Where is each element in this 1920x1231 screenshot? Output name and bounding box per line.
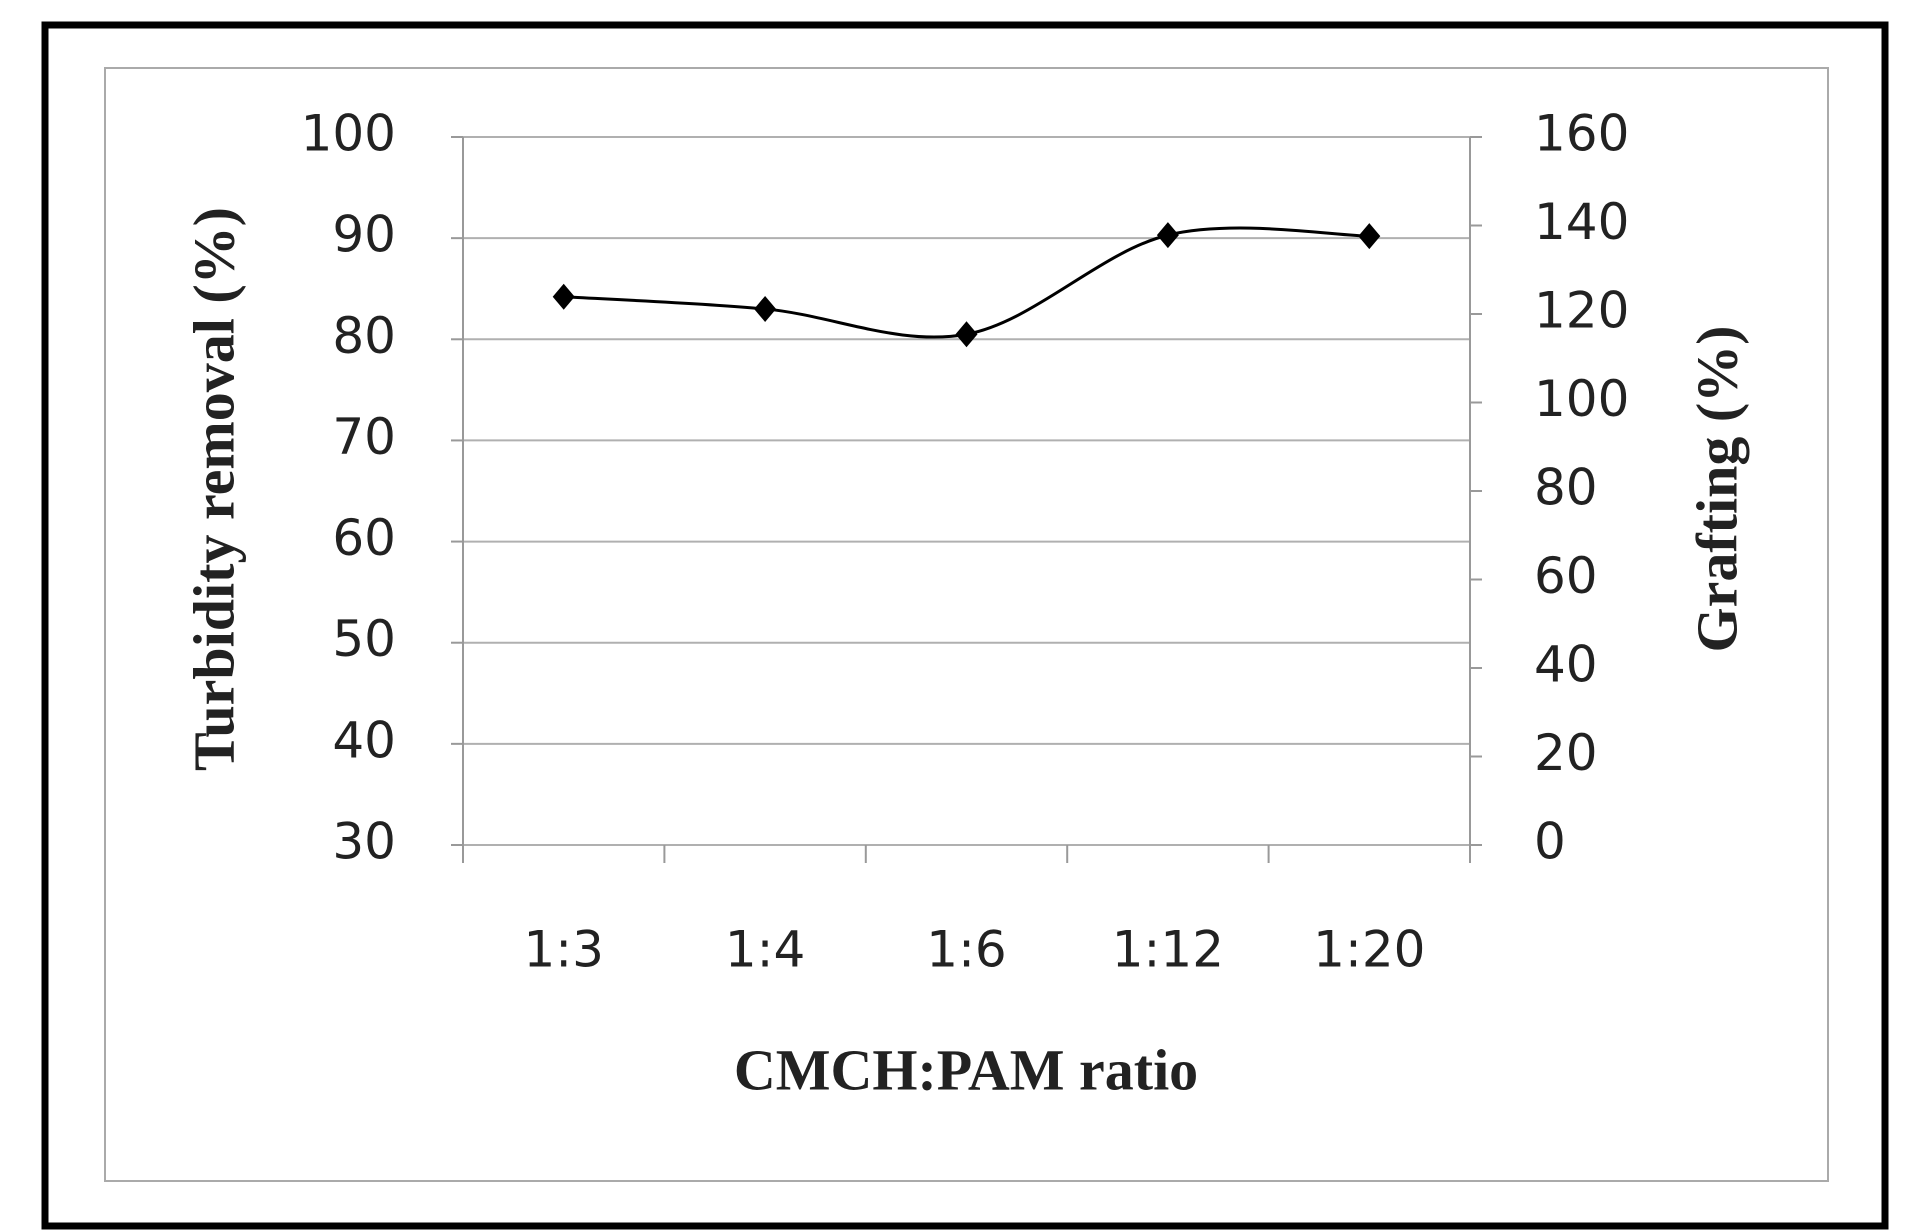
y2-tick-label: 20 — [1534, 724, 1598, 782]
y-tick-label: 30 — [332, 813, 396, 871]
x-tick-label: 1:12 — [1112, 921, 1224, 979]
x-tick-label: 1:20 — [1313, 921, 1425, 979]
y2-tick-label: 0 — [1534, 813, 1566, 871]
x-axis-title: CMCH:PAM ratio — [734, 1037, 1198, 1102]
chart-area-border — [104, 67, 1829, 1182]
y2-tick-label: 140 — [1534, 193, 1629, 251]
marker — [955, 321, 978, 348]
y-tick-label: 80 — [332, 307, 396, 365]
x-tick-label: 1:4 — [725, 921, 805, 979]
y2-tick-label: 160 — [1534, 105, 1629, 163]
y-tick-label: 70 — [332, 408, 396, 466]
y2-axis-title: Grafting (%) — [1684, 326, 1749, 653]
x-tick-label: 1:3 — [523, 921, 603, 979]
x-tick-label: 1:6 — [926, 921, 1006, 979]
outer-border — [41, 21, 1889, 1230]
y-tick-label: 90 — [332, 206, 396, 264]
y-axis-title: Turbidity removal (%) — [181, 207, 246, 771]
y2-tick-label: 80 — [1534, 459, 1598, 517]
y-tick-label: 100 — [301, 105, 396, 163]
marker — [1156, 222, 1179, 249]
y-tick-label: 40 — [332, 711, 396, 769]
y-tick-label: 50 — [332, 610, 396, 668]
y2-tick-label: 60 — [1534, 547, 1598, 605]
y2-tick-label: 100 — [1534, 370, 1629, 428]
marker — [754, 295, 777, 322]
y-tick-label: 60 — [332, 509, 396, 567]
marker — [552, 283, 575, 310]
y2-tick-label: 40 — [1534, 636, 1598, 694]
y2-tick-label: 120 — [1534, 282, 1629, 340]
marker — [1358, 223, 1381, 250]
